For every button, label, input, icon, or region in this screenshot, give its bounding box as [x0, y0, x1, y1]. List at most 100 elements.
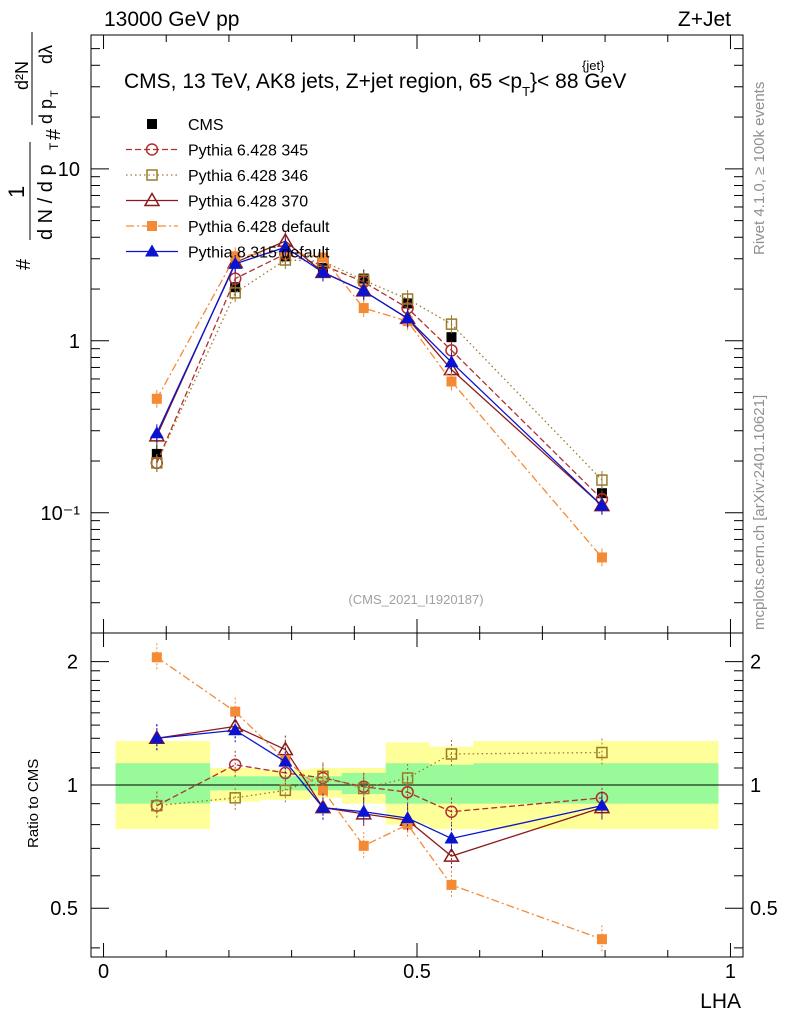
ratio-point-pdefault	[446, 879, 457, 890]
ratio-series-p346	[151, 738, 608, 820]
ratio-point-p8	[400, 811, 415, 824]
main-point-p8	[444, 355, 459, 368]
plot-title-end: }< 88 GeV	[530, 70, 626, 93]
main-point-p8	[228, 256, 243, 269]
ylabel-dn: d N / d p	[35, 164, 57, 240]
main-point-pdefault	[596, 552, 607, 563]
band-inner-bin-0	[115, 763, 211, 804]
main-line-p345	[156, 253, 603, 500]
ratio-point-p346	[445, 748, 458, 760]
legend-label: Pythia 6.428 345	[188, 143, 308, 160]
legend-marker	[143, 192, 161, 207]
legend-item-p8: Pythia 8.315 default	[126, 244, 330, 262]
ratio-point-pdefault	[317, 785, 328, 796]
band-inner-bin-1	[210, 776, 261, 791]
y-tick-label-ratio: 2	[67, 652, 78, 674]
main-line-p8	[156, 246, 603, 507]
band-inner-bin-6	[429, 764, 474, 804]
ratio-point-p346	[596, 746, 608, 759]
ratio-point-p8	[149, 731, 164, 744]
ratio-point-p345	[445, 805, 458, 819]
ratio-point-p346	[229, 792, 241, 804]
main-point-pdefault	[358, 303, 369, 314]
legend-label: Pythia 6.428 346	[188, 168, 308, 185]
main-point-p346	[401, 293, 414, 305]
legend-marker	[147, 119, 157, 129]
legend-label: CMS	[188, 117, 224, 134]
main-point-p346	[151, 457, 163, 469]
y-tick-label-ratio-right: 2	[750, 652, 761, 674]
plot-title-main: CMS, 13 TeV, AK8 jets, Z+jet region, 65 …	[124, 70, 522, 93]
main-series-p8	[149, 238, 609, 515]
ratio-point-p346	[357, 782, 370, 795]
ylabel-d2n: d²N	[12, 61, 32, 90]
ratio-line-p8	[156, 729, 603, 840]
ratio-point-p8	[594, 798, 609, 811]
legend-item-p370: Pythia 6.428 370	[126, 192, 308, 211]
x-tick-label: 0.5	[403, 961, 431, 983]
ratio-line-pdefault	[156, 656, 603, 940]
y-tick-label-ratio: 1	[67, 775, 78, 797]
ratio-point-p345	[401, 785, 414, 799]
legend-marker	[147, 221, 157, 231]
ratio-point-pdefault	[230, 706, 241, 717]
plot-title-sub: T	[522, 84, 530, 99]
ratio-point-p345	[228, 758, 242, 772]
main-line-pdefault	[156, 250, 603, 558]
ratio-point-p8	[356, 804, 371, 817]
main-series-pdefault	[151, 242, 607, 567]
y-tick-label-main: 1	[69, 331, 80, 353]
main-point-p8	[278, 240, 293, 253]
legend-label: Pythia 6.428 default	[188, 219, 330, 236]
main-point-p8	[594, 498, 609, 511]
ratio-line-p370	[156, 725, 603, 857]
legend-label: Pythia 8.315 default	[188, 245, 330, 262]
main-series	[148, 232, 611, 567]
ylabel-dpt: d p	[36, 99, 56, 124]
ratio-point-p8	[278, 754, 293, 767]
y-tick-label-ratio-right: 0.5	[750, 898, 778, 920]
main-series-cms	[151, 247, 607, 503]
ratio-point-pdefault	[596, 934, 607, 945]
main-series-p346	[151, 251, 608, 490]
ratio-point-p8	[228, 723, 243, 736]
main-point-p8	[315, 265, 330, 278]
main-point-p346	[229, 287, 241, 299]
legend-item-p346: Pythia 6.428 346	[126, 168, 308, 185]
header-right: Z+Jet	[678, 8, 731, 31]
ratio-uncertainty-bands	[91, 741, 743, 830]
ylabel-main: # 1 d N / d p T # d²N d p T dλ	[4, 32, 65, 270]
ratio-point-p346	[279, 784, 292, 797]
ylabel-hash1: #	[13, 258, 35, 270]
plot-title: CMS, 13 TeV, AK8 jets, Z+jet region, 65 …	[124, 70, 626, 99]
xlabel: LHA	[700, 990, 741, 1013]
rivet-label: Rivet 4.1.0, ≥ 100k events	[751, 82, 768, 255]
ylabel-dlambda: dλ	[36, 45, 56, 64]
ylabel-ratio: Ratio to CMS	[25, 759, 42, 848]
legend-item-p345: Pythia 6.428 345	[126, 143, 308, 160]
main-point-p8	[356, 283, 371, 296]
legend-item-cms: CMS	[147, 117, 224, 134]
legend-marker	[145, 143, 159, 156]
legend-label: Pythia 6.428 370	[188, 194, 308, 211]
main-point-cms	[446, 332, 457, 343]
mcplots-label: mcplots.cern.ch [arXiv:2401.10621]	[751, 395, 768, 630]
ratio-point-p370	[443, 847, 460, 862]
ylabel-t2: T	[49, 90, 61, 97]
ratio-point-pdefault	[358, 840, 369, 851]
ratio-point-p346	[401, 772, 414, 784]
ratio-point-p346	[151, 799, 163, 812]
main-line-p370	[156, 240, 603, 507]
main-point-cms	[151, 448, 162, 459]
y-tick-label-main: 10⁻¹	[41, 503, 81, 525]
main-point-p346	[445, 318, 458, 330]
main-point-pdefault	[151, 393, 162, 404]
x-tick-label: 0	[98, 961, 109, 983]
axes-ticks: 0 0.5 1 10⁻¹ 1 10 0.5 0.5 1 1 2 2	[41, 34, 778, 983]
ratio-point-p8	[444, 831, 459, 844]
analysis-watermark: (CMS_2021_I1920187)	[348, 592, 483, 607]
ylabel-t1: T	[47, 142, 61, 150]
ylabel-hash2: #	[43, 128, 65, 140]
ratio-series	[148, 643, 611, 954]
